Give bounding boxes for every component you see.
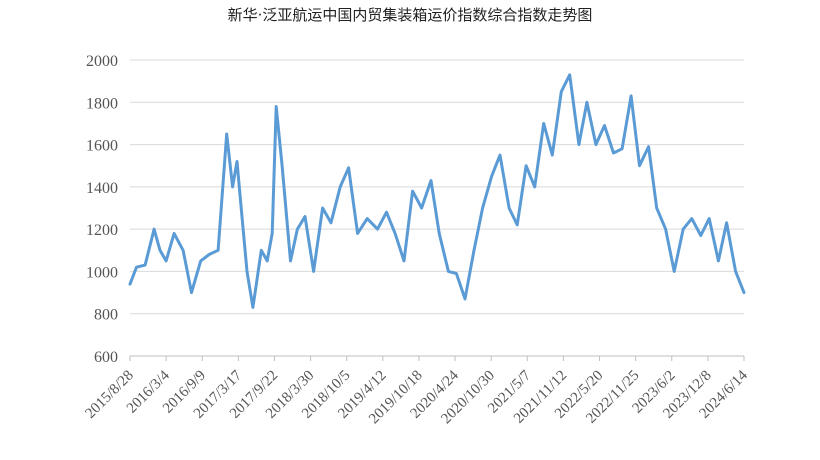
y-tick-label: 1200: [86, 222, 118, 239]
series-line: [128, 73, 746, 309]
y-tick-label: 1400: [86, 180, 118, 197]
y-tick-label: 600: [94, 349, 118, 366]
y-tick-label: 1600: [86, 138, 118, 155]
y-tick-label: 800: [94, 307, 118, 324]
chart-title: 新华·泛亚航运中国内贸集装箱运价指数综合指数走势图: [227, 6, 593, 24]
y-tick-label: 1800: [86, 95, 118, 112]
y-tick-label: 1000: [86, 264, 118, 281]
x-tick-label: 2015/8/28: [82, 368, 136, 422]
y-tick-label: 2000: [86, 53, 118, 70]
